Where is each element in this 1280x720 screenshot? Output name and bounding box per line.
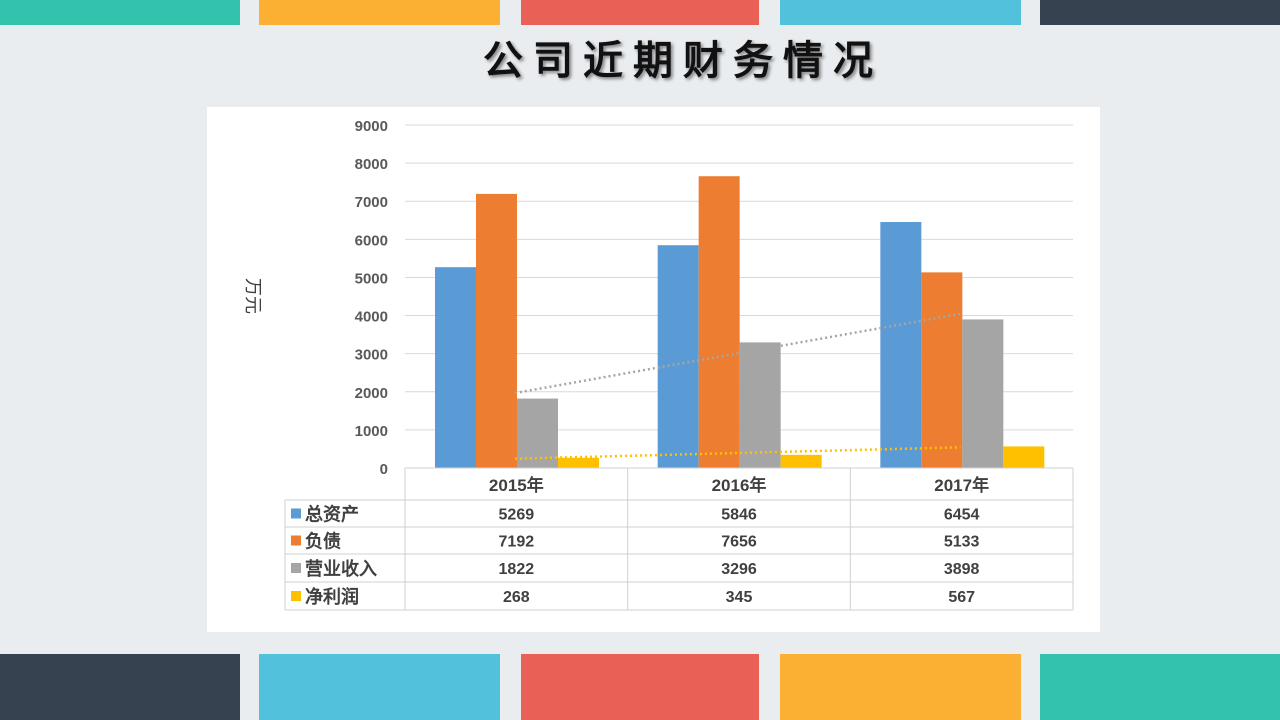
bar-净利润-2015年 [558,457,599,468]
top-strip-orange [259,0,500,25]
top-strip-teal [0,0,240,25]
bar-净利润-2017年 [1003,446,1045,468]
bar-营业收入-2017年 [962,319,1004,468]
legend-key-净利润 [291,591,301,601]
bottom-strip-blue [259,654,500,720]
y-tick-label: 4000 [355,309,388,326]
legend-key-营业收入 [291,563,301,573]
table-cell-value: 5846 [721,507,757,524]
y-tick-label: 1000 [355,423,388,440]
x-tick-label: 2016年 [712,475,767,495]
trendline-净利润 [514,446,961,460]
bar-营业收入-2015年 [517,398,558,468]
table-cell-value: 6454 [944,507,980,524]
table-cell-value: 7192 [499,534,535,551]
bottom-strip-teal [1040,654,1280,720]
legend-label: 营业收入 [305,558,377,579]
bar-负债-2016年 [698,176,740,469]
legend-key-总资产 [291,508,301,519]
table-cell-value: 7656 [721,534,757,551]
table-cell-value: 1822 [499,561,535,578]
bar-chart: 0 1000 2000 3000 4000 5000 6000 7000 8000 9000 万元 2… [243,118,1074,611]
table-cell-value: 345 [726,589,753,606]
x-tick-label: 2015年 [489,475,544,495]
table-cell-value: 3898 [944,561,980,578]
y-tick-label: 9000 [355,118,388,135]
y-tick-label: 7000 [355,194,388,211]
chart-panel: 0 1000 2000 3000 4000 5000 6000 7000 8000 9000 万元 2… [207,107,1100,632]
trendline-营业收入 [514,312,961,395]
page-title: 公司近期财务情况 [483,38,883,84]
table-cell-value: 268 [503,589,530,606]
y-tick-label: 3000 [355,347,388,364]
x-tick-label: 2017年 [934,475,989,495]
y-tick-label: 2000 [355,385,388,402]
table-cell-value: 3296 [721,561,757,578]
top-strip-dark [1040,0,1280,25]
top-strip-red [521,0,759,25]
legend-label: 负债 [305,531,341,552]
bar-净利润-2016年 [780,454,822,468]
bar-总资产-2016年 [657,245,699,468]
bar-总资产-2017年 [880,222,922,468]
top-strip-blue [780,0,1021,25]
bottom-strip-orange [780,654,1021,720]
bottom-strip-dark [0,654,240,720]
bottom-strip-red [521,654,759,720]
y-tick-label: 8000 [355,156,388,173]
table-cell-value: 567 [948,589,975,606]
legend-label: 净利润 [305,586,359,607]
y-tick-label: 0 [380,461,388,478]
table-cell-value: 5269 [499,507,535,524]
bar-总资产-2015年 [435,267,476,468]
bar-负债-2017年 [921,272,963,468]
bar-负债-2015年 [476,193,517,468]
y-axis-label: 万元 [243,278,263,314]
table-cell-value: 5133 [944,534,980,551]
bar-营业收入-2016年 [739,342,781,468]
y-tick-label: 6000 [355,232,388,249]
y-tick-label: 5000 [355,270,388,287]
legend-key-负债 [291,535,301,546]
legend-label: 总资产 [305,504,359,525]
